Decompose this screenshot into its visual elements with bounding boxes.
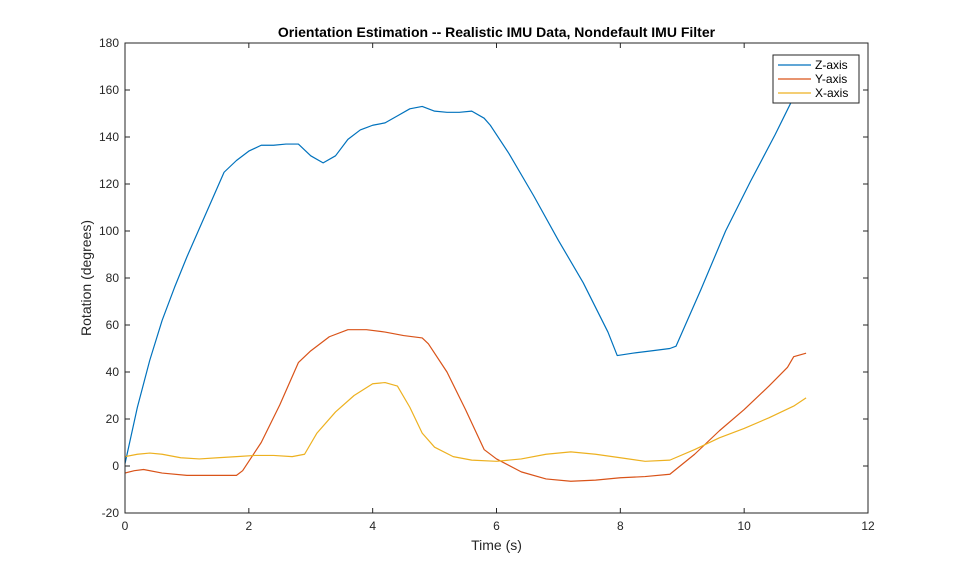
x-tick-label: 10 — [737, 519, 751, 533]
y-tick-label: 100 — [99, 224, 119, 238]
plot-area — [125, 43, 868, 513]
y-tick-label: 180 — [99, 36, 119, 50]
x-tick-label: 0 — [122, 519, 129, 533]
chart-title: Orientation Estimation -- Realistic IMU … — [278, 24, 716, 40]
series-line-2 — [124, 329, 807, 482]
legend-label-2: Y-axis — [815, 72, 847, 86]
y-tick-label: 140 — [99, 130, 119, 144]
y-tick-label: -20 — [102, 506, 120, 520]
y-tick-label: 20 — [106, 412, 120, 426]
y-tick-label: 80 — [106, 271, 120, 285]
y-tick-label: 160 — [99, 83, 119, 97]
y-axis-label: Rotation (degrees) — [78, 220, 94, 336]
legend-label-1: Z-axis — [815, 58, 848, 72]
y-tick-label: 120 — [99, 177, 119, 191]
x-axis-label: Time (s) — [471, 537, 522, 553]
x-tick-label: 12 — [861, 519, 875, 533]
series-line-3 — [124, 381, 807, 462]
x-tick-label: 2 — [245, 519, 252, 533]
x-tick-label: 4 — [369, 519, 376, 533]
series-layer — [124, 80, 807, 482]
x-tick-label: 6 — [493, 519, 500, 533]
legend-label-3: X-axis — [815, 86, 848, 100]
series-line-1 — [124, 80, 807, 464]
y-tick-label: 40 — [106, 365, 120, 379]
x-tick-label: 8 — [617, 519, 624, 533]
y-tick-label: 0 — [112, 459, 119, 473]
y-tick-label: 60 — [106, 318, 120, 332]
